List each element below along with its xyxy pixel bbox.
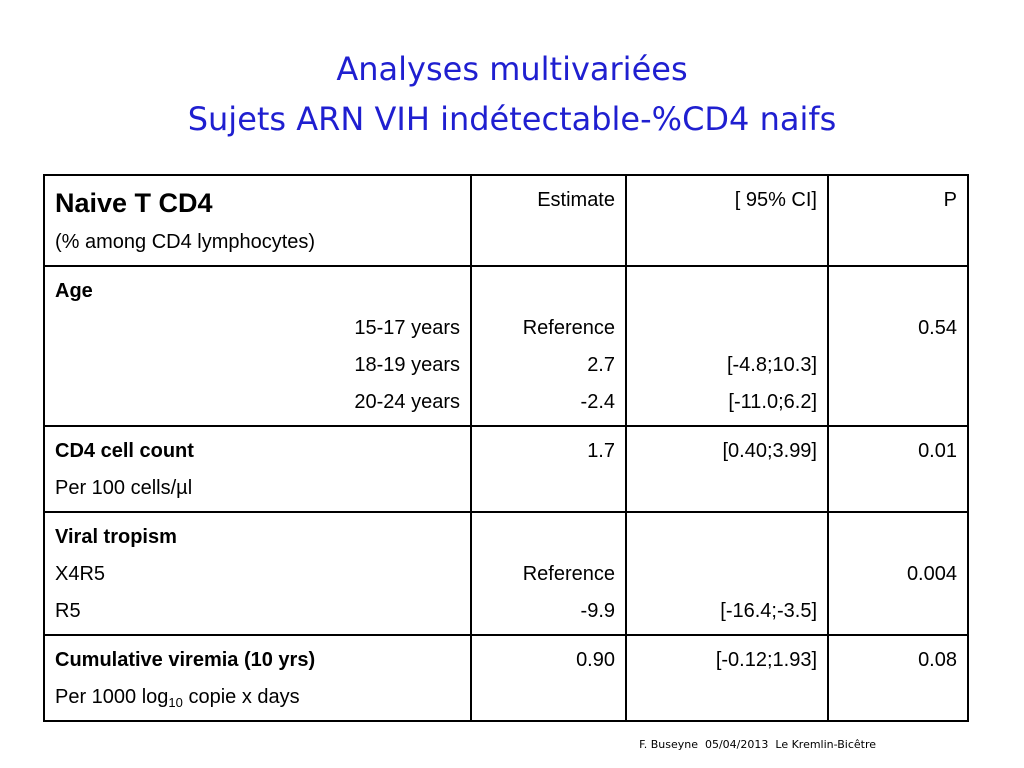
viremia-label-cell: Cumulative viremia (10 yrs) Per 1000 log…: [43, 634, 472, 722]
viremia-estimate-cell: 0.90: [470, 634, 627, 722]
table-row-tropism: Viral tropism X4R5 R5 Reference -9.9 [-1…: [43, 511, 969, 636]
title-line-2: Sujets ARN VIH indétectable-%CD4 naifs: [187, 100, 837, 138]
age-p: 0.54: [918, 317, 957, 339]
viremia-sublabel: Per 1000 log10 copie x days: [55, 686, 300, 710]
viremia-label: Cumulative viremia (10 yrs): [55, 649, 316, 671]
header-ci: [ 95% CI]: [625, 174, 829, 267]
age-row-label: 20-24 years: [354, 391, 460, 413]
tropism-estimate: Reference: [522, 563, 615, 585]
tropism-p: 0.004: [906, 563, 957, 585]
cd4-estimate: 1.7: [587, 440, 615, 462]
slide-footer: F. Buseyne 05/04/2013 Le Kremlin-Bicêtre: [639, 738, 876, 751]
age-label-cell: Age 15-17 years 18-19 years 20-24 years: [43, 265, 472, 427]
cd4-sublabel: Per 100 cells/µl: [55, 477, 193, 499]
tropism-estimate-cell: Reference -9.9: [470, 511, 627, 636]
age-p: [839, 347, 957, 384]
header-sublabel: (% among CD4 lymphocytes): [55, 231, 316, 253]
tropism-ci: [637, 556, 817, 593]
age-p: [839, 384, 957, 421]
tropism-p: [839, 593, 957, 630]
title-line-1: Analyses multivariées: [336, 50, 688, 88]
tropism-label-cell: Viral tropism X4R5 R5: [43, 511, 472, 636]
viremia-p: 0.08: [918, 649, 957, 671]
age-ci: [-4.8;10.3]: [726, 354, 817, 376]
cd4-p: 0.01: [918, 440, 957, 462]
tropism-row-label: R5: [55, 600, 81, 622]
viremia-estimate: 0.90: [576, 649, 615, 671]
age-p-cell: 0.54: [827, 265, 969, 427]
age-estimate-cell: Reference 2.7 -2.4: [470, 265, 627, 427]
tropism-label: Viral tropism: [55, 526, 177, 548]
age-row-label: 18-19 years: [354, 354, 460, 376]
viremia-p-cell: 0.08: [827, 634, 969, 722]
tropism-p-cell: 0.004: [827, 511, 969, 636]
header-label-cell: Naive T CD4 (% among CD4 lymphocytes): [43, 174, 472, 267]
cd4-label-cell: CD4 cell count Per 100 cells/µl: [43, 425, 472, 513]
tropism-row-label: X4R5: [55, 563, 106, 585]
age-estimate: 2.7: [587, 354, 615, 376]
table-row-age: Age 15-17 years 18-19 years 20-24 years …: [43, 265, 969, 427]
header-estimate: Estimate: [470, 174, 627, 267]
tropism-estimate: -9.9: [580, 600, 615, 622]
age-row-label: 15-17 years: [354, 317, 460, 339]
cd4-p-cell: 0.01: [827, 425, 969, 513]
cd4-ci: [0.40;3.99]: [722, 440, 817, 462]
cd4-ci-cell: [0.40;3.99]: [625, 425, 829, 513]
header-p: P: [827, 174, 969, 267]
header-label: Naive T CD4: [55, 188, 213, 218]
viremia-ci-cell: [-0.12;1.93]: [625, 634, 829, 722]
cd4-label: CD4 cell count: [55, 440, 194, 462]
viremia-ci: [-0.12;1.93]: [715, 649, 817, 671]
age-ci: [-11.0;6.2]: [728, 391, 817, 413]
cd4-estimate-cell: 1.7: [470, 425, 627, 513]
table-header-row: Naive T CD4 (% among CD4 lymphocytes) Es…: [43, 174, 969, 267]
table-row-cd4: CD4 cell count Per 100 cells/µl 1.7 [0.4…: [43, 425, 969, 513]
slide-title: Analyses multivariées Sujets ARN VIH ind…: [0, 44, 1024, 144]
age-ci-cell: [-4.8;10.3] [-11.0;6.2]: [625, 265, 829, 427]
results-table: Naive T CD4 (% among CD4 lymphocytes) Es…: [43, 174, 969, 722]
table-row-viremia: Cumulative viremia (10 yrs) Per 1000 log…: [43, 634, 969, 722]
age-ci: [637, 310, 817, 347]
tropism-ci: [-16.4;-3.5]: [720, 600, 817, 622]
age-estimate: Reference: [522, 317, 615, 339]
age-estimate: -2.4: [580, 391, 615, 413]
tropism-ci-cell: [-16.4;-3.5]: [625, 511, 829, 636]
age-label: Age: [55, 280, 93, 302]
